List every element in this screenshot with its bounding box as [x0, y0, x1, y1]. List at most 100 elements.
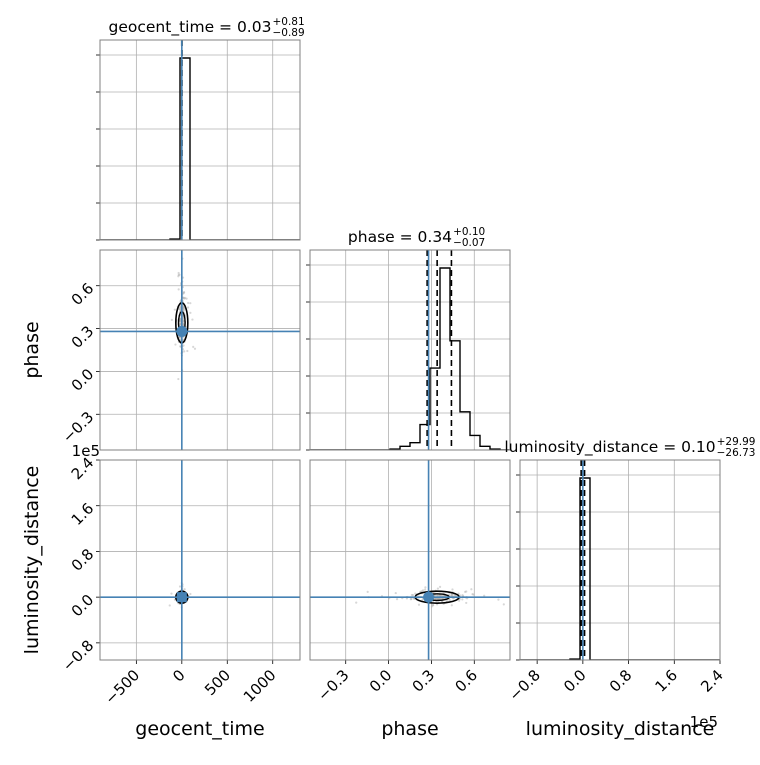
- sample-point: [168, 604, 171, 607]
- sample-point: [192, 345, 195, 348]
- sample-point: [394, 591, 397, 595]
- sample-point: [483, 594, 486, 597]
- y-tick-label: −0.3: [59, 408, 97, 446]
- panel-content: [100, 460, 300, 660]
- panel-2-0: −0.80.00.81.62.4−500 0 500 1000: [59, 454, 301, 708]
- sample-point: [497, 598, 500, 601]
- sample-point: [173, 308, 176, 311]
- title-minus-error: −0.89: [272, 27, 304, 39]
- sample-point: [183, 350, 186, 353]
- panel-content: [310, 250, 510, 450]
- panel-content: [100, 40, 300, 240]
- sample-point: [182, 296, 185, 300]
- sample-point: [182, 316, 185, 320]
- sample-point: [177, 275, 180, 278]
- sample-point: [366, 590, 369, 593]
- sample-point: [461, 593, 464, 597]
- x-tick-label: 0: [169, 666, 188, 685]
- y-tick-label: 0.6: [68, 279, 98, 309]
- y-offset-text: 1e5: [72, 442, 100, 460]
- panel-frame: [99, 249, 301, 451]
- panel-frame: [99, 39, 301, 241]
- x-axis-label-geocent-time: geocent_time: [135, 718, 264, 740]
- sample-point: [189, 311, 192, 314]
- sample-point: [411, 593, 415, 597]
- y-tick-label: 0.3: [68, 322, 98, 352]
- truth-marker: [176, 592, 187, 603]
- sample-point: [457, 592, 460, 595]
- y-axis-label-phase: phase: [21, 321, 43, 378]
- sample-point: [178, 273, 181, 276]
- sample-point: [410, 597, 413, 601]
- x-tick-label: 500: [201, 666, 234, 699]
- panel-2-2: luminosity_distance = 0.10 +29.99−26.73 −0…: [504, 436, 755, 705]
- sample-point: [170, 318, 173, 321]
- sample-point: [472, 593, 475, 596]
- y-tick-label: 0.0: [68, 365, 98, 395]
- sample-point: [177, 271, 180, 275]
- sample-point: [191, 318, 194, 321]
- sample-point: [186, 306, 190, 309]
- sample-point: [461, 598, 464, 601]
- title-plus-error: +29.99: [717, 436, 756, 448]
- x-tick-label: 0.3: [409, 666, 439, 696]
- truth-marker: [176, 325, 188, 337]
- panel-frame: [309, 249, 511, 451]
- sample-point: [436, 587, 440, 590]
- panel-frame: [309, 459, 511, 661]
- panel-title: luminosity_distance = 0.10: [504, 438, 715, 457]
- sample-point: [189, 592, 192, 596]
- panel-frame: [519, 459, 721, 661]
- x-tick-label: −0.3: [314, 666, 352, 704]
- sample-point: [178, 585, 182, 588]
- sample-point: [414, 592, 417, 595]
- sample-point: [182, 291, 185, 294]
- sample-point: [187, 301, 190, 305]
- panel-title: phase = 0.34: [348, 228, 452, 246]
- panel-content: [100, 250, 300, 450]
- sample-point: [174, 343, 177, 346]
- sample-point: [177, 377, 180, 381]
- sample-point: [193, 347, 197, 350]
- panel-content: [310, 460, 510, 660]
- sample-point: [177, 288, 180, 291]
- x-tick-label: 0.0: [560, 666, 590, 696]
- sample-point: [502, 603, 505, 606]
- histogram-step: [310, 267, 510, 450]
- panel-frame: [99, 459, 301, 661]
- sample-point: [182, 344, 185, 347]
- sample-point: [189, 302, 192, 305]
- panel-title: geocent_time = 0.03: [109, 18, 272, 37]
- sample-point: [458, 599, 461, 602]
- y-tick-label: 0.0: [68, 591, 98, 621]
- sample-point: [430, 605, 434, 608]
- sample-point: [183, 588, 186, 591]
- y-tick-label: 0.8: [68, 545, 98, 575]
- sample-point: [424, 586, 427, 589]
- panel-1-1: phase = 0.34 +0.10−0.07: [306, 226, 511, 451]
- sample-point: [451, 588, 454, 591]
- sample-point: [417, 603, 421, 606]
- x-offset-text: 1e5: [690, 713, 718, 731]
- sample-point: [431, 603, 435, 606]
- title-plus-error: +0.10: [453, 226, 485, 238]
- panel-content: [520, 460, 720, 660]
- y-tick-label: −0.8: [59, 636, 97, 674]
- sample-point: [436, 594, 439, 597]
- x-tick-label: 1.6: [652, 666, 682, 696]
- histogram-step: [100, 57, 300, 240]
- x-tick-label: 0.0: [366, 666, 396, 696]
- panel-0-0: geocent_time = 0.03 +0.81−0.89: [96, 16, 305, 241]
- x-axis-label-luminosity-distance: luminosity_distance: [526, 718, 715, 740]
- x-tick-label: −0.8: [505, 666, 543, 704]
- sample-point: [355, 601, 358, 604]
- sample-point: [395, 598, 399, 601]
- title-plus-error: +0.81: [272, 16, 304, 28]
- sample-point: [186, 349, 189, 353]
- sample-point: [170, 592, 173, 595]
- truth-marker: [423, 591, 435, 603]
- x-tick-label: 1000: [240, 666, 280, 706]
- sample-point: [470, 588, 473, 591]
